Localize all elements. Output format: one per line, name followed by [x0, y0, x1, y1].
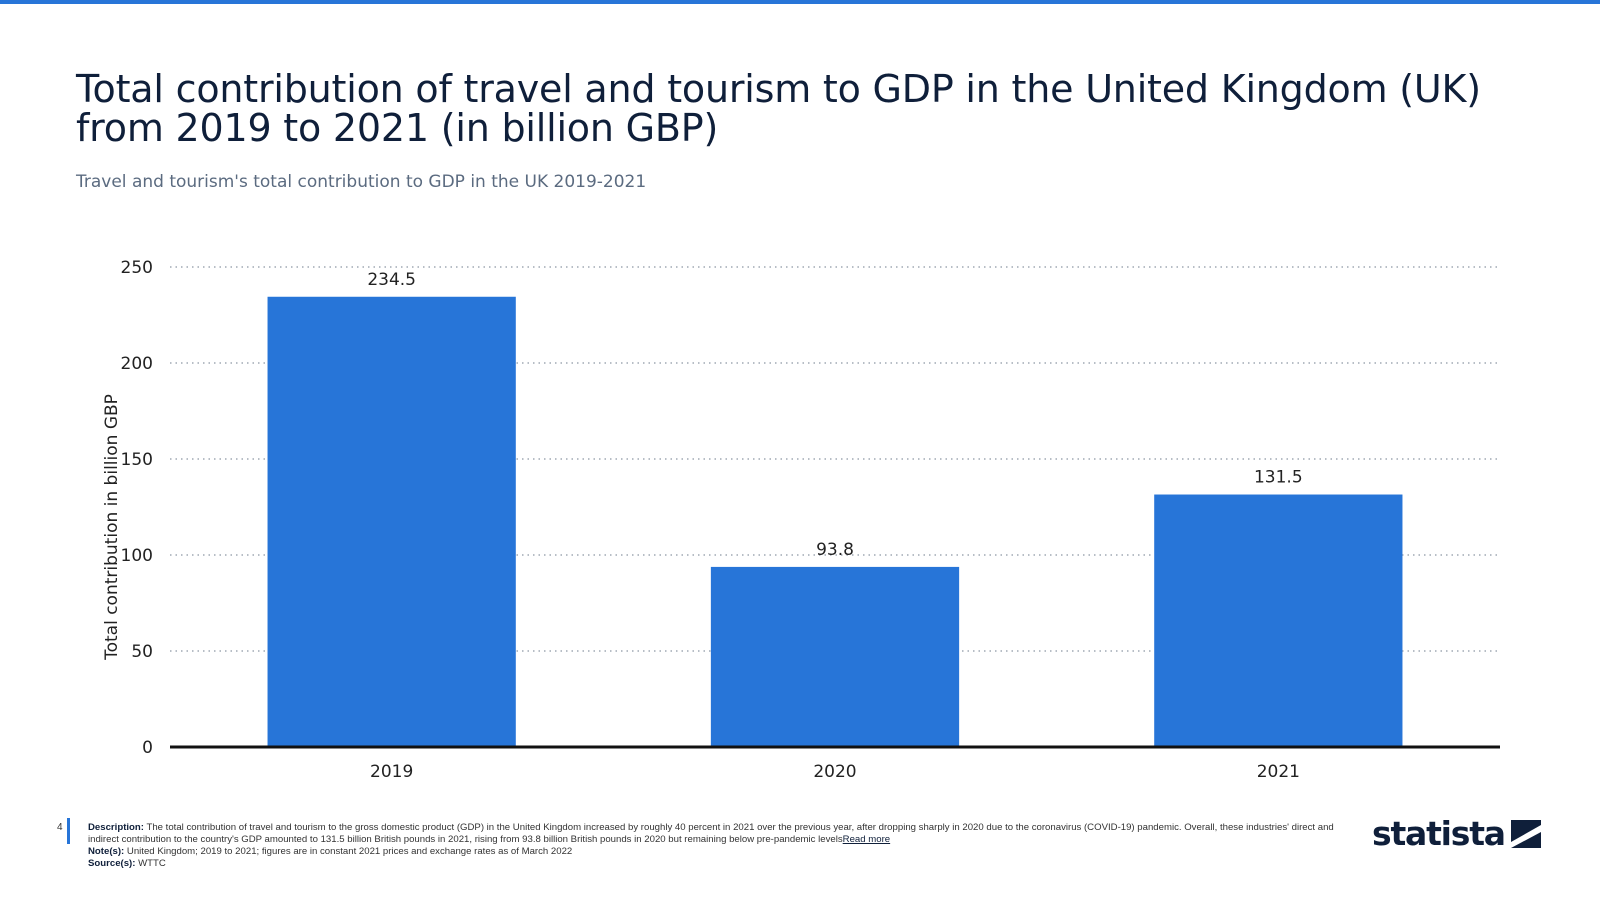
- note-label: Note(s):: [88, 846, 125, 857]
- statista-brand[interactable]: statista: [1372, 814, 1541, 853]
- y-axis-label: Total contribution in billion GBP: [102, 394, 122, 661]
- y-tick-label: 250: [121, 258, 153, 278]
- chart-title: Total contribution of travel and tourism…: [76, 67, 1481, 150]
- page-number: 4: [57, 822, 63, 833]
- description-label: Description:: [88, 822, 144, 833]
- bar-chart: 0 50 100 150 200 250 234.5 2019 93.8 2020 131.5 202…: [102, 258, 1500, 782]
- description-text: The total contribution of travel and tou…: [88, 822, 1334, 845]
- description-line: Description: The total contribution of t…: [88, 822, 1348, 846]
- y-tick-label: 200: [121, 354, 153, 374]
- source-text: WTTC: [135, 858, 166, 869]
- source-label: Source(s):: [88, 858, 136, 869]
- x-tick-label: 2019: [370, 762, 413, 782]
- bar-2021: [1154, 494, 1403, 747]
- data-label: 234.5: [367, 270, 416, 290]
- y-tick-label: 100: [121, 546, 153, 566]
- data-label: 131.5: [1254, 468, 1303, 488]
- chart-subtitle: Travel and tourism's total contribution …: [76, 172, 647, 192]
- bar-2019: [267, 296, 516, 747]
- page-marker: [67, 818, 70, 844]
- y-tick-label: 150: [121, 450, 153, 470]
- data-label: 93.8: [816, 540, 854, 560]
- bar-2020: [710, 566, 960, 747]
- read-more-link[interactable]: Read more: [842, 834, 891, 845]
- top-accent-bar: [0, 0, 1600, 4]
- note-line: Note(s): United Kingdom; 2019 to 2021; f…: [88, 846, 1348, 858]
- y-tick-label: 50: [131, 642, 153, 662]
- source-line: Source(s): WTTC: [88, 858, 1348, 870]
- x-tick-label: 2020: [813, 762, 856, 782]
- note-text: United Kingdom; 2019 to 2021; figures ar…: [124, 846, 573, 857]
- statista-logo-icon: [1510, 819, 1541, 848]
- y-tick-label: 0: [142, 738, 153, 758]
- footer-notes: Description: The total contribution of t…: [88, 822, 1348, 870]
- brand-name: statista: [1372, 814, 1506, 853]
- x-tick-label: 2021: [1257, 762, 1300, 782]
